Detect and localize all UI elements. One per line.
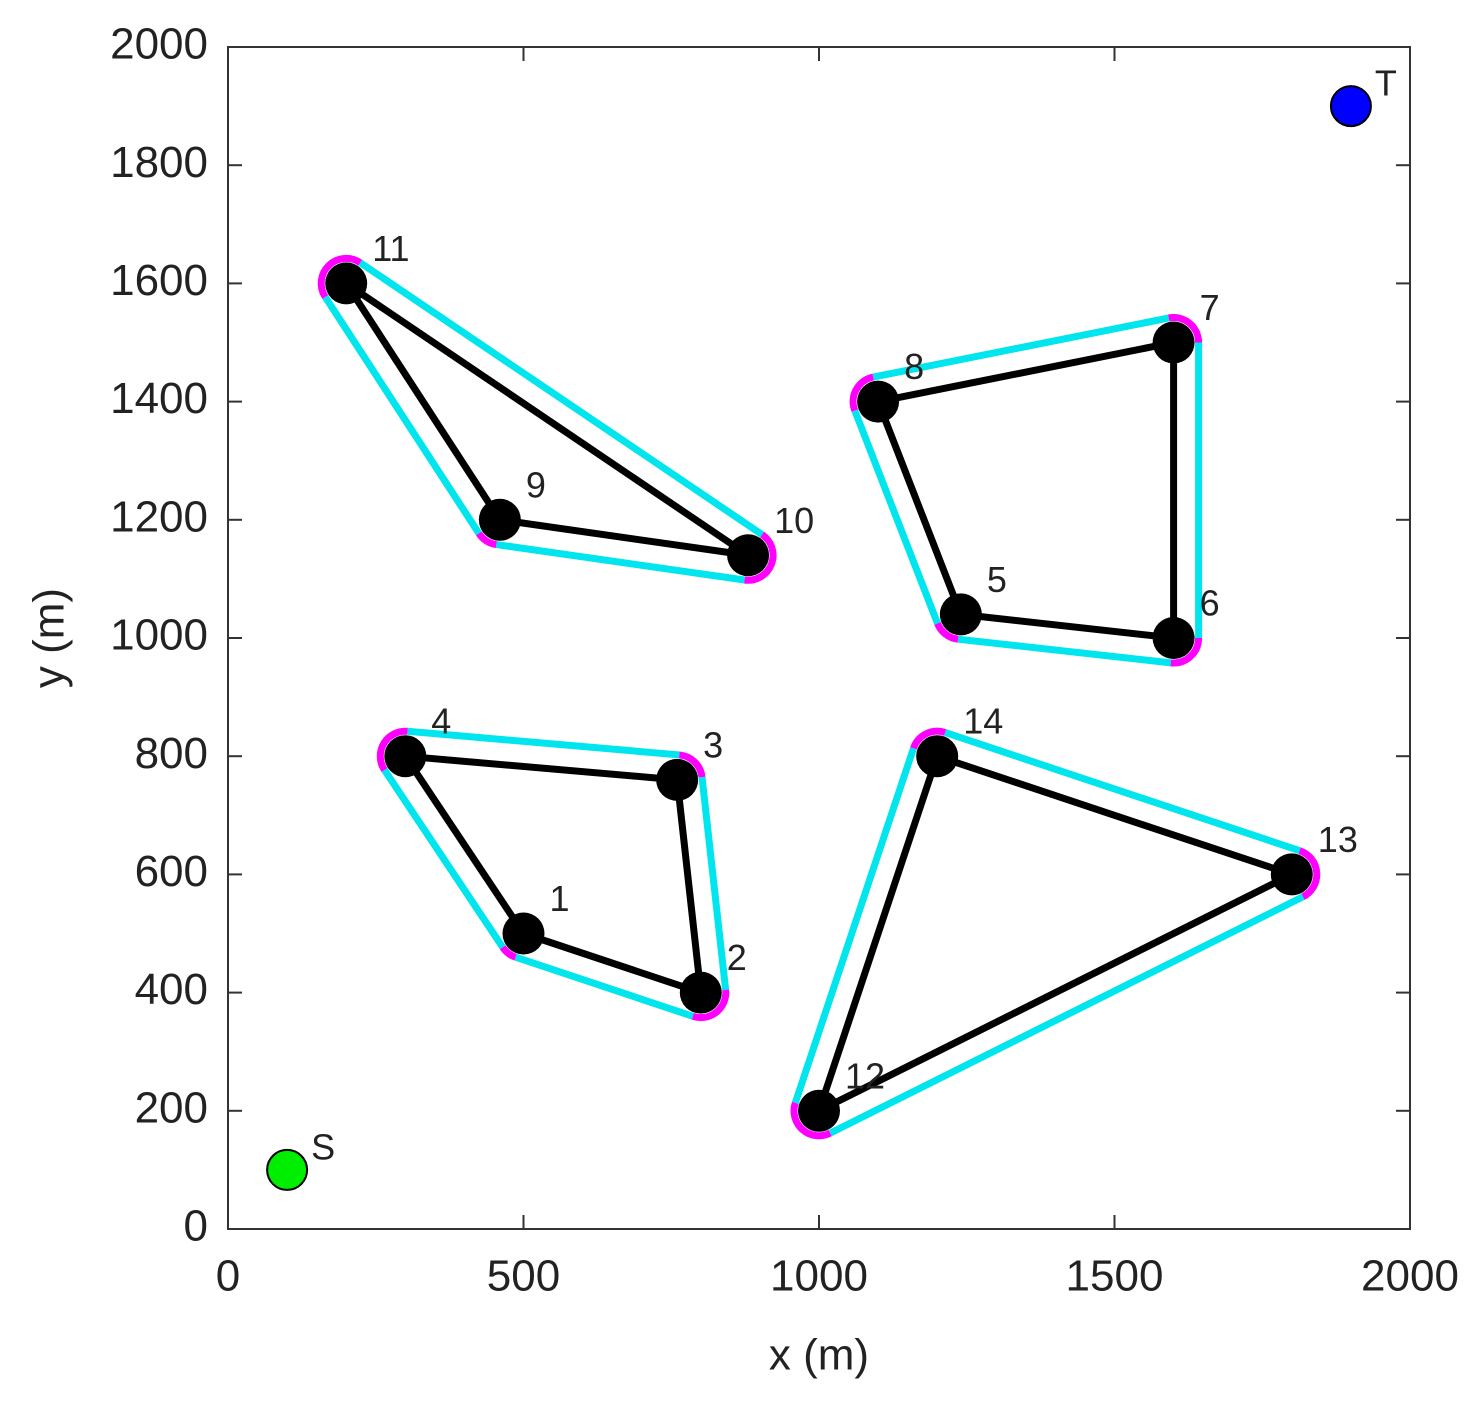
node-label: 12 xyxy=(845,1055,885,1096)
edge xyxy=(960,610,1174,642)
y-tick-label: 1000 xyxy=(110,611,208,660)
node-label: 11 xyxy=(372,228,409,269)
corner-arc xyxy=(744,531,777,584)
y-tick-label: 0 xyxy=(184,1202,208,1251)
node xyxy=(325,262,368,305)
node xyxy=(502,912,545,955)
endpoint-label: T xyxy=(1375,63,1397,104)
corner-arc xyxy=(475,531,498,549)
edge xyxy=(815,755,941,1112)
corner-arc xyxy=(317,254,363,299)
outline-edge xyxy=(851,409,941,625)
node-label: 6 xyxy=(1200,583,1220,624)
corner-arc xyxy=(1298,847,1321,900)
y-tick-label: 2000 xyxy=(110,20,208,69)
node-label: 1 xyxy=(550,878,570,919)
node xyxy=(727,534,770,577)
corner-arc xyxy=(1170,637,1203,667)
y-tick-label: 1400 xyxy=(110,374,208,423)
node-label: 9 xyxy=(526,464,546,505)
node-label: 13 xyxy=(1318,819,1358,860)
outline-edge xyxy=(358,259,765,538)
node xyxy=(798,1089,840,1132)
edge xyxy=(874,400,965,616)
node xyxy=(939,593,982,636)
x-tick-label: 1500 xyxy=(1066,1252,1164,1301)
outline-edge xyxy=(698,776,730,991)
node-label: 5 xyxy=(987,559,1007,600)
outline-edge xyxy=(322,295,482,536)
outline-edge xyxy=(943,729,1301,855)
endpoint xyxy=(266,1148,309,1191)
node xyxy=(1152,617,1195,659)
x-tick-label: 0 xyxy=(216,1252,240,1301)
y-tick-label: 800 xyxy=(135,729,208,778)
edge xyxy=(499,516,749,559)
corner-arc xyxy=(934,621,959,643)
corner-arc xyxy=(499,945,517,961)
x-tick-label: 1000 xyxy=(770,1252,868,1301)
y-tick-label: 1800 xyxy=(110,138,208,187)
node-label: 14 xyxy=(963,701,1003,742)
node-label: 4 xyxy=(431,701,451,742)
edge xyxy=(877,339,1175,406)
endpoint-label: S xyxy=(311,1126,335,1167)
outline-edge xyxy=(791,747,917,1105)
node-label: 10 xyxy=(774,500,814,541)
y-axis-label: y (m) xyxy=(25,588,74,688)
corner-arc xyxy=(910,727,947,750)
x-tick-label: 2000 xyxy=(1361,1252,1459,1301)
outline-edge xyxy=(828,893,1305,1137)
outline-edge xyxy=(514,953,695,1020)
node-label: 3 xyxy=(703,724,723,765)
node xyxy=(679,971,722,1014)
node xyxy=(916,735,959,778)
node xyxy=(1270,853,1313,896)
y-tick-label: 200 xyxy=(135,1083,208,1132)
edge xyxy=(402,754,527,936)
corner-arc xyxy=(849,373,875,412)
y-tick-label: 400 xyxy=(135,965,208,1014)
node xyxy=(478,498,521,541)
outline-edge xyxy=(872,314,1170,381)
corner-arc xyxy=(790,1101,832,1140)
x-tick-label: 500 xyxy=(487,1252,560,1301)
node-label: 8 xyxy=(904,346,924,387)
edge xyxy=(673,779,705,993)
node xyxy=(1152,321,1195,364)
y-tick-label: 1200 xyxy=(110,492,208,541)
node-label: 7 xyxy=(1200,287,1220,328)
edge xyxy=(817,871,1294,1114)
edge xyxy=(344,280,751,559)
edge xyxy=(404,752,678,784)
plot-area xyxy=(227,46,1411,1230)
endpoint xyxy=(1329,85,1372,128)
node xyxy=(384,735,427,778)
y-tick-label: 600 xyxy=(135,847,208,896)
outline-edge xyxy=(381,768,506,950)
outline-edge xyxy=(407,727,680,759)
corner-arc xyxy=(376,727,408,773)
outline-edge xyxy=(495,541,746,584)
outline-edge xyxy=(957,635,1172,667)
node xyxy=(656,758,699,801)
edge xyxy=(343,281,503,522)
edge xyxy=(522,930,702,996)
node-label: 2 xyxy=(727,937,747,978)
edge xyxy=(936,752,1293,878)
node xyxy=(857,380,900,423)
x-axis-label: x (m) xyxy=(769,1331,869,1380)
corner-arc xyxy=(1168,314,1203,343)
y-tick-label: 1600 xyxy=(110,256,208,305)
corner-arc xyxy=(678,751,706,778)
corner-arc xyxy=(691,989,730,1022)
